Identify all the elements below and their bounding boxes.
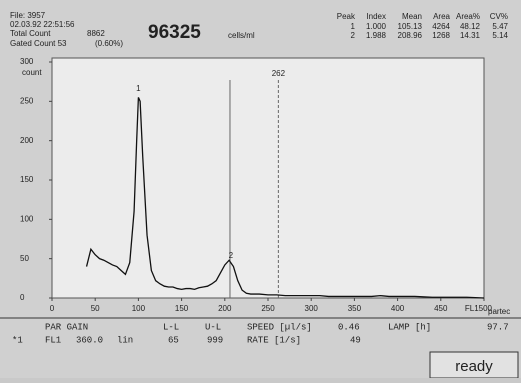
table-cell: 2 (351, 31, 356, 40)
footer-text: L-L (163, 322, 179, 332)
table-header: Area (433, 12, 450, 21)
y-tick-label: 0 (20, 293, 25, 302)
footer-text: lin (117, 335, 133, 345)
y-axis-label: count (22, 68, 42, 77)
total-count: 8862 (87, 29, 105, 38)
table-cell: 1268 (432, 31, 450, 40)
footer-text: SPEED [µl/s] (247, 322, 312, 332)
table-cell: 208.96 (398, 31, 423, 40)
file: File: 3957 (10, 11, 46, 20)
footer-text: 999 (207, 335, 223, 345)
y-tick-label: 250 (20, 96, 34, 105)
gated-count: Gated Count 53 (10, 39, 67, 48)
footer-text: U-L (205, 322, 221, 332)
table-cell: 5.14 (492, 31, 508, 40)
table-header: Area% (456, 12, 480, 21)
peak-label: 1 (136, 84, 141, 93)
x-tick-label: 50 (91, 304, 100, 313)
x-tick-label: 450 (434, 304, 448, 313)
table-header: CV% (490, 12, 508, 21)
x-tick-label: 150 (175, 304, 189, 313)
footer-text: *1 (12, 335, 23, 345)
x-tick-label: 100 (132, 304, 146, 313)
page: File: 3957 02.03.92 22:51:56 Total Count… (0, 0, 521, 383)
table-cell: 1 (351, 22, 356, 31)
table-cell: 14.31 (460, 31, 481, 40)
x-tick-label: 200 (218, 304, 232, 313)
table-header: Peak (337, 12, 356, 21)
x-tick-label: 350 (348, 304, 362, 313)
x-tick-label: 0 (50, 304, 55, 313)
footer-text: 49 (350, 335, 361, 345)
y-tick-label: 100 (20, 214, 34, 223)
y-tick-label: 300 (20, 57, 34, 66)
footer-text: LAMP [h] (388, 322, 431, 332)
gate-label: 262 (272, 69, 286, 78)
x-tick-label: 300 (305, 304, 319, 313)
table-cell: 48.12 (460, 22, 481, 31)
x-tick-label: 250 (261, 304, 275, 313)
plot-area (52, 58, 484, 298)
table-cell: 1.988 (366, 31, 387, 40)
table-header: Index (366, 12, 386, 21)
screen: File: 3957 02.03.92 22:51:56 Total Count… (0, 0, 521, 378)
total-count-label: Total Count (10, 29, 51, 38)
y-tick-label: 50 (20, 254, 29, 263)
footer-text: FL1 (45, 335, 61, 345)
table-cell: 4264 (432, 22, 450, 31)
gated-percent: (0.60%) (95, 39, 123, 48)
footer-text: PAR GAIN (45, 322, 88, 332)
footer-text: 360.0 (76, 335, 103, 345)
footer-text: RATE [1/s] (247, 335, 301, 345)
table-header: Mean (402, 12, 422, 21)
concentration: 96325 (148, 22, 201, 43)
y-tick-label: 150 (20, 175, 34, 184)
footer-text: 65 (168, 335, 179, 345)
table-cell: 5.47 (492, 22, 508, 31)
peak-label: 2 (229, 251, 234, 260)
x-tick-label: 400 (391, 304, 405, 313)
x-tick-label: FL1500 (465, 304, 493, 313)
ready-label: ready (455, 358, 493, 375)
footer-text: 0.46 (338, 322, 360, 332)
datetime: 02.03.92 22:51:56 (10, 20, 75, 29)
concentration-unit: cells/ml (228, 31, 255, 40)
table-cell: 1.000 (366, 22, 387, 31)
y-tick-label: 200 (20, 136, 34, 145)
footer-text: 97.7 (487, 322, 509, 332)
table-cell: 105.13 (398, 22, 423, 31)
